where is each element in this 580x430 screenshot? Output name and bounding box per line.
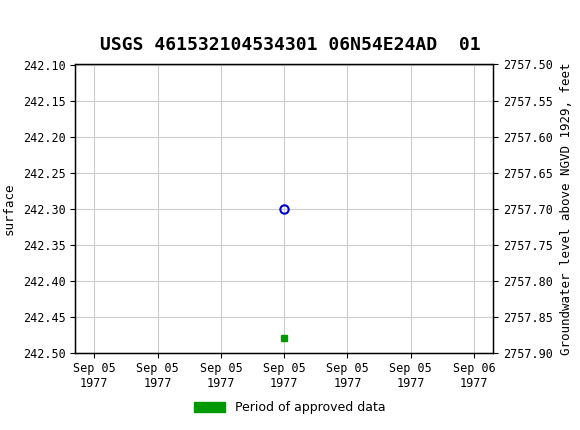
Legend: Period of approved data: Period of approved data	[189, 396, 391, 419]
Text: ╳USGS: ╳USGS	[6, 12, 64, 34]
Text: USGS 461532104534301 06N54E24AD  01: USGS 461532104534301 06N54E24AD 01	[100, 36, 480, 54]
Y-axis label: Groundwater level above NGVD 1929, feet: Groundwater level above NGVD 1929, feet	[560, 62, 572, 355]
Y-axis label: Depth to water level, feet below land
surface: Depth to water level, feet below land su…	[0, 70, 16, 347]
